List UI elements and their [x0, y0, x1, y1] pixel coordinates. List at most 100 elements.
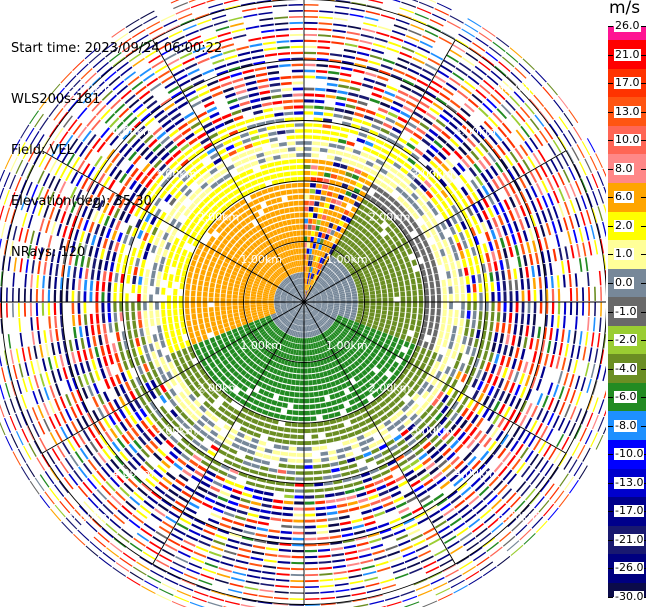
- velocity-gate: [256, 351, 263, 358]
- velocity-gate: [96, 488, 108, 501]
- velocity-gate: [305, 332, 308, 338]
- velocity-gate: [403, 341, 410, 348]
- velocity-gate: [322, 178, 330, 184]
- velocity-gate: [331, 354, 337, 361]
- velocity-gate: [65, 393, 72, 407]
- velocity-gate: [419, 122, 430, 131]
- velocity-gate: [316, 518, 328, 523]
- velocity-gate: [422, 499, 434, 508]
- velocity-gate: [304, 307, 307, 314]
- velocity-gate: [349, 329, 356, 335]
- velocity-gate: [315, 409, 322, 415]
- velocity-gate: [66, 265, 71, 278]
- velocity-gate: [369, 287, 375, 292]
- velocity-gate: [350, 206, 358, 213]
- velocity-gate: [336, 175, 345, 182]
- velocity-gate: [329, 204, 335, 210]
- velocity-gate: [376, 362, 383, 370]
- velocity-gate: [285, 353, 290, 360]
- velocity-gate: [320, 196, 326, 202]
- velocity-gate: [492, 204, 500, 216]
- velocity-gate: [304, 416, 311, 422]
- velocity-gate: [402, 550, 416, 558]
- velocity-gate: [310, 279, 314, 286]
- velocity-gate: [547, 142, 557, 156]
- velocity-gate: [260, 583, 275, 587]
- velocity-gate: [119, 383, 127, 394]
- velocity-gate: [279, 331, 285, 337]
- velocity-gate: [83, 501, 95, 513]
- velocity-gate: [381, 448, 391, 456]
- velocity-gate: [215, 334, 222, 341]
- velocity-gate: [223, 409, 232, 417]
- velocity-gate: [513, 324, 518, 335]
- velocity-gate: [329, 53, 343, 57]
- velocity-gate: [517, 429, 526, 441]
- velocity-gate: [307, 313, 310, 320]
- velocity-gate: [336, 503, 348, 508]
- velocity-gate: [329, 334, 335, 341]
- velocity-gate: [197, 464, 208, 473]
- velocity-gate: [389, 414, 398, 423]
- velocity-gate: [73, 363, 80, 376]
- velocity-gate: [502, 312, 507, 323]
- velocity-gate: [591, 173, 599, 189]
- velocity-gate: [426, 200, 434, 210]
- velocity-gate: [548, 447, 557, 461]
- velocity-gate: [371, 48, 385, 55]
- velocity-gate: [320, 596, 336, 600]
- velocity-gate: [209, 361, 216, 369]
- velocity-gate: [316, 300, 322, 302]
- velocity-gate: [586, 316, 590, 331]
- velocity-gate: [426, 328, 433, 336]
- velocity-gate: [299, 319, 302, 326]
- velocity-gate: [353, 237, 360, 244]
- velocity-gate: [268, 298, 274, 301]
- velocity-gate: [542, 395, 549, 408]
- velocity-gate: [407, 399, 415, 407]
- velocity-gate: [286, 470, 296, 475]
- velocity-gate: [317, 171, 325, 177]
- velocity-gate: [292, 298, 299, 301]
- velocity-gate: [194, 590, 209, 597]
- velocity-gate: [318, 566, 333, 570]
- velocity-gate: [263, 565, 277, 569]
- velocity-gate: [514, 147, 524, 160]
- velocity-gate: [190, 296, 196, 302]
- velocity-gate: [296, 343, 300, 350]
- velocity-gate: [358, 176, 366, 184]
- velocity-gate: [537, 238, 543, 251]
- velocity-gate: [272, 333, 278, 340]
- velocity-gate: [473, 430, 483, 441]
- velocity-gate: [350, 312, 357, 316]
- velocity-gate: [558, 247, 563, 261]
- velocity-gate: [430, 288, 435, 295]
- velocity-gate: [164, 493, 176, 502]
- velocity-gate: [176, 365, 184, 374]
- velocity-gate: [558, 116, 569, 130]
- velocity-gate: [305, 260, 309, 266]
- velocity-gate: [289, 323, 294, 329]
- velocity-gate: [351, 337, 358, 344]
- velocity-gate: [333, 570, 347, 575]
- velocity-gate: [160, 373, 168, 383]
- velocity-gate: [319, 10, 334, 14]
- velocity-gate: [272, 315, 278, 320]
- velocity-gate: [184, 448, 194, 457]
- velocity-gate: [304, 307, 306, 314]
- velocity-gate: [370, 270, 377, 276]
- velocity-gate: [175, 375, 183, 384]
- velocity-gate: [330, 285, 337, 290]
- velocity-gate: [295, 306, 300, 311]
- velocity-gate: [412, 211, 420, 220]
- velocity-gate: [429, 186, 438, 195]
- velocity-gate: [382, 306, 388, 311]
- velocity-gate: [232, 378, 240, 386]
- velocity-gate: [562, 274, 566, 288]
- velocity-gate: [139, 408, 148, 418]
- velocity-gate: [262, 349, 269, 356]
- velocity-gate: [485, 340, 491, 351]
- velocity-gate: [306, 325, 309, 332]
- velocity-gate: [431, 377, 439, 386]
- velocity-gate: [361, 281, 368, 287]
